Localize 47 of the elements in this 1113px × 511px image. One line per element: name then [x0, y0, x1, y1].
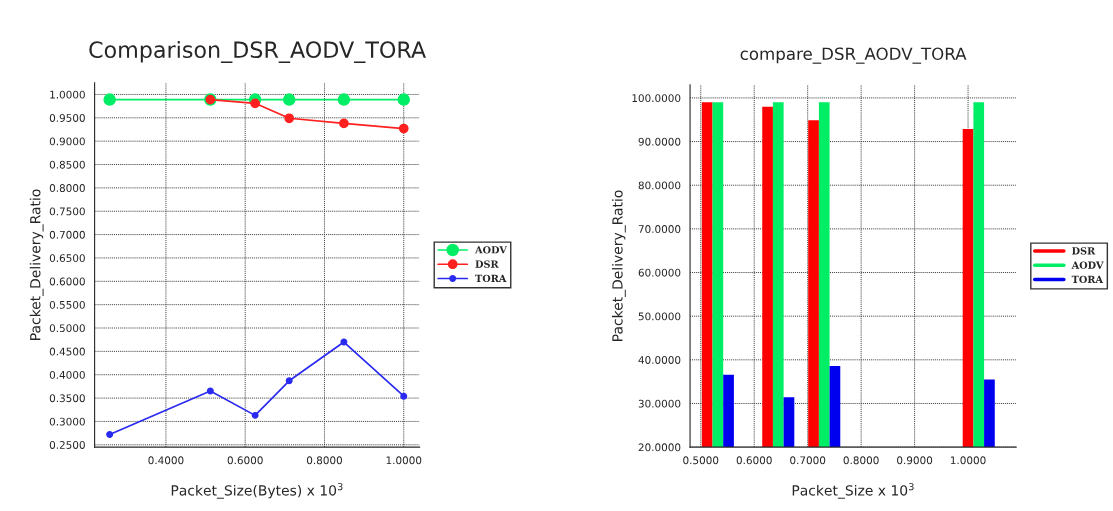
x-tick-label: 0.7000 [790, 456, 826, 465]
y-tick-label: 1.0000 [50, 90, 85, 99]
y-tick-label: 100.0000 [632, 94, 681, 103]
y-tick-label: 0.2500 [49, 441, 85, 449]
y-tick-label: 0.8500 [49, 160, 85, 169]
y-tick-label: 0.4500 [49, 347, 85, 356]
y-tick-label: 0.5500 [49, 300, 85, 309]
y-tick-label: 0.6500 [49, 254, 85, 263]
legend-label: DSR [475, 260, 499, 268]
y-tick-label: 0.3000 [49, 417, 85, 426]
y-tick-label: 80.0000 [638, 181, 681, 190]
x-tick-label: 0.9000 [897, 456, 933, 465]
y-tick-label: 40.0000 [638, 356, 681, 364]
x-tick-label: 0.8000 [306, 456, 343, 465]
x-tick-label: 0.6000 [736, 456, 772, 465]
y-tick-label: 0.3500 [49, 394, 85, 403]
x-axis-title: Packet_Size(Bytes) x 10$^{3}$ [171, 482, 343, 499]
y-axis-title: Packet_Delivery_Ratio [29, 189, 44, 340]
y-tick-label: 60.0000 [638, 268, 681, 277]
legend-label: TORA [1071, 275, 1104, 284]
y-tick-label: 0.9500 [49, 114, 85, 122]
y-tick-label: 0.4000 [49, 370, 85, 379]
y-tick-label: 20.0000 [638, 443, 681, 452]
y-axis-title: Packet_Delivery_Ratio [611, 190, 626, 341]
x-tick-label: 0.6000 [227, 456, 263, 465]
x-tick-label: 1.0000 [386, 456, 422, 465]
chart-title: Comparison_DSR_AODV_TORA [89, 40, 426, 64]
legend-label: AODV [1071, 261, 1104, 269]
x-tick-label: 1.0000 [950, 456, 986, 465]
legend-label: TORA [475, 274, 507, 283]
legend-label: DSR [1072, 247, 1096, 255]
y-tick-label: 0.6000 [49, 277, 85, 286]
x-tick-label: 0.4000 [148, 456, 184, 465]
legend-label: AODV [474, 246, 507, 254]
y-tick-label: 0.7500 [49, 207, 85, 216]
y-tick-label: 0.7000 [49, 230, 85, 239]
x-axis-title: Packet_Size x 10$^{3}$ [792, 482, 914, 499]
y-tick-label: 0.5000 [49, 324, 85, 333]
y-tick-label: 70.0000 [638, 225, 681, 233]
y-tick-label: 50.0000 [638, 312, 681, 321]
x-tick-label: 0.8000 [843, 456, 879, 465]
y-tick-label: 0.9000 [49, 137, 85, 146]
y-tick-label: 0.8000 [49, 184, 85, 192]
y-tick-label: 30.0000 [638, 399, 681, 408]
chart-title: compare_DSR_AODV_TORA [740, 47, 967, 64]
x-tick-label: 0.5000 [683, 456, 719, 465]
y-tick-label: 90.0000 [638, 137, 681, 146]
